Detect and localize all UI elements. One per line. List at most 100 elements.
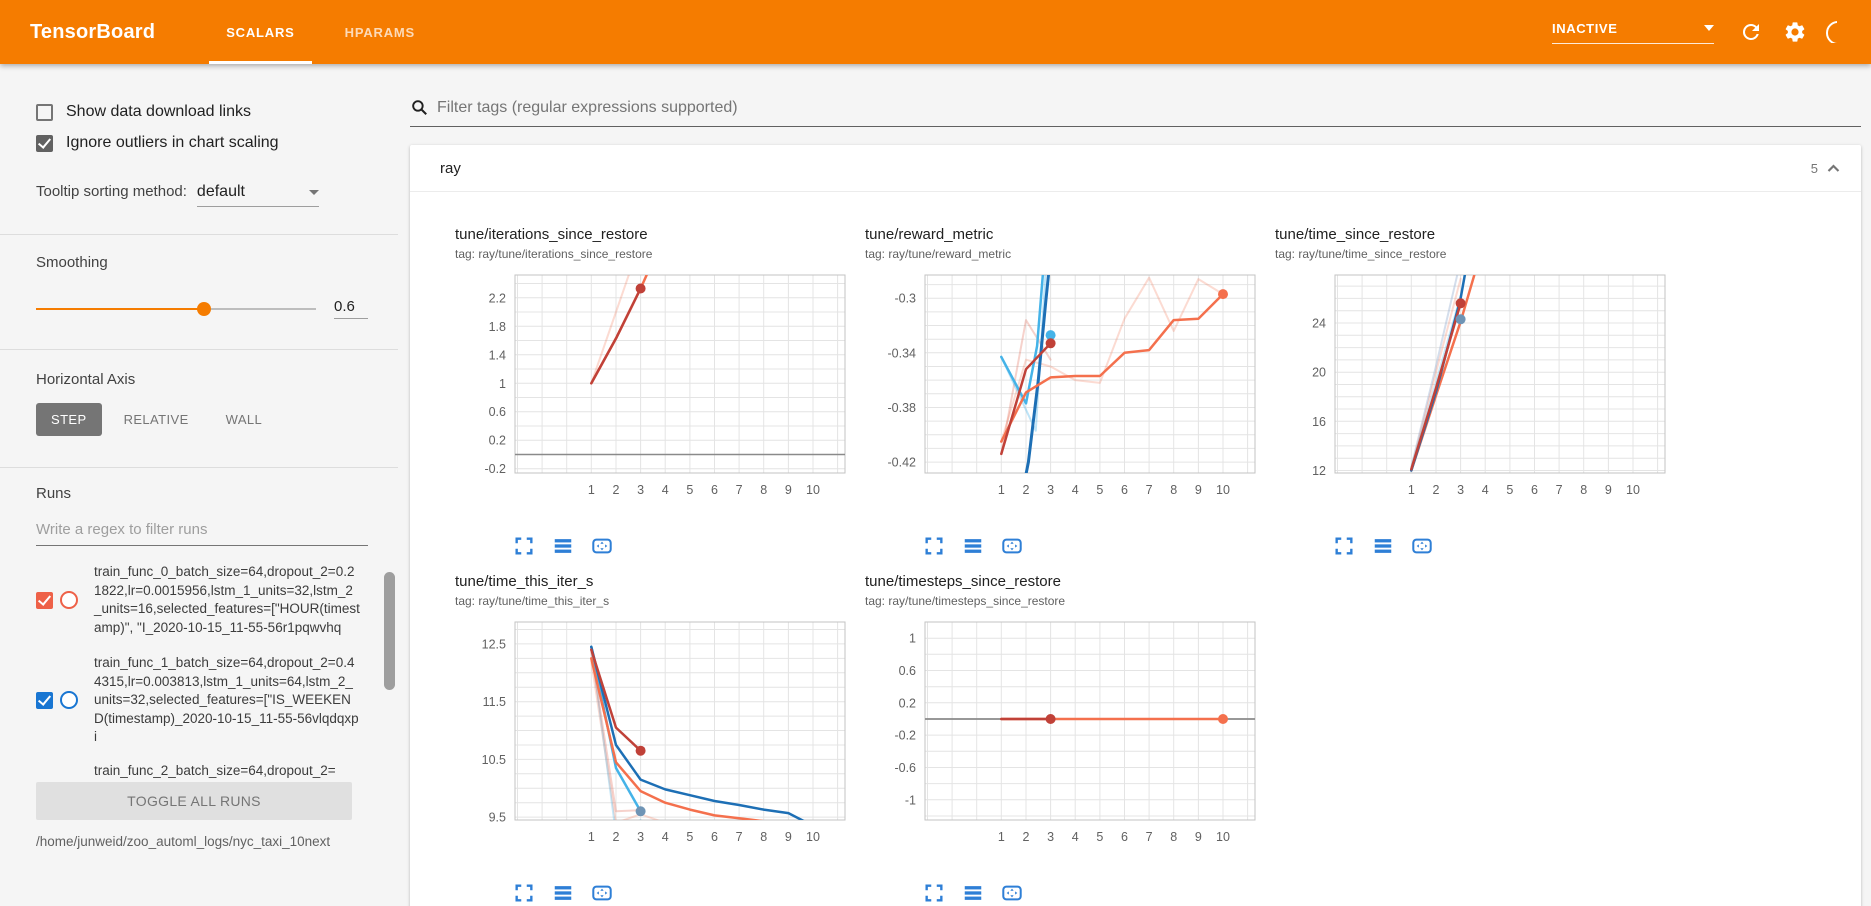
tag-filter-bar[interactable]: Filter tags (regular expressions support…	[410, 98, 1861, 127]
svg-text:7: 7	[1146, 483, 1153, 497]
fit-domain-icon[interactable]	[1001, 882, 1023, 904]
svg-text:2.2: 2.2	[489, 291, 506, 305]
refresh-icon	[1742, 23, 1759, 40]
tab-hparams[interactable]: HPARAMS	[344, 24, 415, 40]
scalar-chart-card: tune/iterations_since_restore tag: ray/t…	[455, 226, 853, 557]
svg-text:10: 10	[806, 830, 820, 844]
fullscreen-icon[interactable]	[513, 882, 535, 904]
smoothing-slider[interactable]	[36, 301, 316, 316]
svg-text:1: 1	[588, 483, 595, 497]
chart-tag: tag: ray/tune/time_this_iter_s	[455, 594, 610, 608]
axis-button-step[interactable]: STEP	[36, 403, 102, 436]
svg-text:12.5: 12.5	[482, 637, 506, 651]
svg-text:16: 16	[1312, 415, 1326, 429]
svg-text:2: 2	[1433, 483, 1440, 497]
svg-text:10: 10	[806, 483, 820, 497]
svg-text:8: 8	[760, 483, 767, 497]
fullscreen-icon[interactable]	[1333, 535, 1355, 557]
svg-text:8: 8	[760, 830, 767, 844]
run-radio[interactable]	[60, 591, 78, 609]
run-checkbox[interactable]	[36, 591, 53, 609]
topbar-actions: INACTIVE	[1552, 0, 1837, 64]
svg-text:-0.38: -0.38	[888, 401, 917, 415]
svg-text:9: 9	[1195, 483, 1202, 497]
refresh-button[interactable]	[1738, 19, 1764, 45]
fit-domain-icon[interactable]	[591, 535, 613, 557]
run-radio[interactable]	[60, 691, 78, 710]
line-chart-plot[interactable]: 12.5 11.5 10.5 9.5 1 2 3 4 5 6 7 8 9 10	[455, 616, 853, 880]
top-app-bar: TensorBoard SCALARS HPARAMS INACTIVE	[0, 0, 1871, 64]
tooltip-sorting-label: Tooltip sorting method:	[36, 183, 187, 200]
chart-tag: tag: ray/tune/time_since_restore	[1275, 247, 1447, 261]
smoothing-value[interactable]: 0.6	[334, 298, 368, 319]
show-download-links-checkbox-row[interactable]: Show data download links	[36, 103, 368, 121]
data-table-icon[interactable]	[962, 535, 984, 557]
data-table-icon[interactable]	[552, 535, 574, 557]
svg-text:4: 4	[662, 483, 669, 497]
fullscreen-icon[interactable]	[923, 882, 945, 904]
fullscreen-icon[interactable]	[923, 535, 945, 557]
main-content: Filter tags (regular expressions support…	[398, 64, 1871, 906]
tag-group-name: ray	[440, 159, 461, 177]
svg-text:0.6: 0.6	[899, 664, 916, 678]
line-chart-plot[interactable]: -0.3 -0.34 -0.38 -0.42 1 2 3 4 5 6 7 8 9 10	[865, 269, 1263, 533]
help-icon[interactable]	[1826, 21, 1837, 43]
svg-text:6: 6	[1531, 483, 1538, 497]
svg-text:9.5: 9.5	[489, 811, 506, 825]
slider-thumb[interactable]	[197, 301, 211, 316]
fit-domain-icon[interactable]	[1411, 535, 1433, 557]
fullscreen-icon[interactable]	[513, 535, 535, 557]
run-filter-input[interactable]: Write a regex to filter runs	[36, 521, 368, 546]
status-dropdown[interactable]: INACTIVE	[1552, 21, 1714, 44]
svg-text:3: 3	[637, 830, 644, 844]
svg-text:2: 2	[1023, 483, 1030, 497]
chart-tag: tag: ray/tune/reward_metric	[865, 247, 1012, 261]
svg-text:-0.3: -0.3	[894, 292, 916, 306]
svg-text:4: 4	[1072, 483, 1079, 497]
tooltip-sorting-dropdown[interactable]: default	[196, 183, 319, 207]
checkbox-unchecked-icon[interactable]	[36, 103, 53, 121]
ignore-outliers-checkbox-row[interactable]: Ignore outliers in chart scaling	[36, 134, 368, 152]
svg-text:4: 4	[1482, 483, 1489, 497]
svg-text:-0.2: -0.2	[484, 462, 506, 476]
smoothing-label: Smoothing	[36, 254, 108, 271]
line-chart-plot[interactable]: 1 0.6 0.2 -0.2 -0.6 -1 1 2 3 4 5 6 7 8 9 10	[865, 616, 1263, 880]
fit-domain-icon[interactable]	[591, 882, 613, 904]
chart-toolbar	[455, 882, 853, 904]
chart-toolbar	[1275, 535, 1673, 557]
run-checkbox[interactable]	[36, 691, 53, 709]
run-item[interactable]: train_func_0_batch_size=64,dropout_2=0.2…	[36, 563, 368, 637]
tab-scalars[interactable]: SCALARS	[201, 0, 319, 64]
data-table-icon[interactable]	[1372, 535, 1394, 557]
chart-tag: tag: ray/tune/iterations_since_restore	[455, 247, 653, 261]
svg-text:8: 8	[1580, 483, 1587, 497]
sidebar-scrollbar[interactable]	[384, 572, 395, 690]
line-chart-plot[interactable]: 2.2 1.8 1.4 1 0.6 0.2 -0.2 1 2 3 4 5 6 7 8 9 10	[455, 269, 853, 533]
run-item[interactable]: train_func_1_batch_size=64,dropout_2=0.4…	[36, 654, 368, 747]
settings-button[interactable]	[1782, 19, 1808, 45]
tab-bar: SCALARS HPARAMS	[201, 0, 440, 64]
checkbox-checked-icon[interactable]	[36, 134, 53, 152]
charts-grid: tune/iterations_since_restore tag: ray/t…	[410, 192, 1861, 906]
svg-text:-0.42: -0.42	[888, 456, 917, 470]
svg-text:6: 6	[711, 830, 718, 844]
run-item-partial[interactable]: train_func_2_batch_size=64,dropout_2=	[94, 762, 336, 778]
fit-domain-icon[interactable]	[1001, 535, 1023, 557]
svg-text:2: 2	[613, 830, 620, 844]
svg-text:9: 9	[785, 483, 792, 497]
data-table-icon[interactable]	[552, 882, 574, 904]
svg-text:2: 2	[613, 483, 620, 497]
toggle-all-runs-button[interactable]: TOGGLE ALL RUNS	[36, 781, 352, 820]
axis-button-relative[interactable]: RELATIVE	[123, 412, 189, 427]
axis-button-wall[interactable]: WALL	[225, 412, 263, 427]
svg-text:6: 6	[1121, 830, 1128, 844]
tag-group-header[interactable]: ray 5	[410, 145, 1861, 192]
svg-text:4: 4	[662, 830, 669, 844]
data-table-icon[interactable]	[962, 882, 984, 904]
svg-text:3: 3	[637, 483, 644, 497]
svg-text:7: 7	[1556, 483, 1563, 497]
chart-title: tune/timesteps_since_restore	[865, 573, 1061, 590]
chevron-up-icon[interactable]	[1826, 161, 1841, 176]
